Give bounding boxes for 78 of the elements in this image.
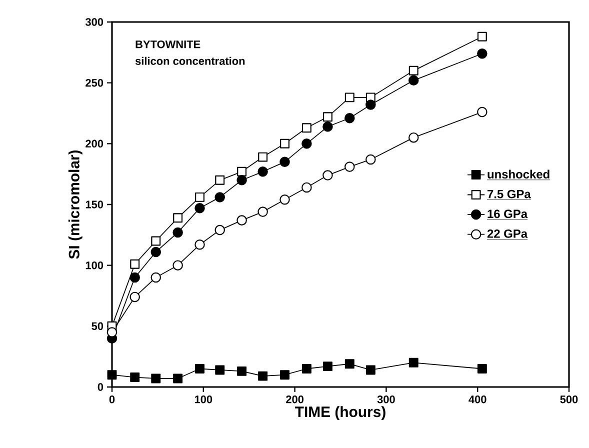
point xyxy=(172,227,183,238)
point xyxy=(322,112,332,122)
point xyxy=(130,272,140,283)
point xyxy=(130,292,140,302)
x-tick-label: 300 xyxy=(377,396,395,404)
point xyxy=(107,370,117,380)
point xyxy=(214,192,225,202)
point xyxy=(477,32,487,42)
y-axis-title: SI (micromolar) xyxy=(68,150,82,259)
point xyxy=(173,213,183,223)
point xyxy=(194,203,205,214)
point xyxy=(280,156,290,168)
point xyxy=(215,365,225,375)
point xyxy=(280,370,290,380)
point xyxy=(106,327,118,338)
legend-label: 16 GPa xyxy=(488,210,528,218)
point xyxy=(408,66,418,76)
point xyxy=(173,374,183,384)
point xyxy=(344,162,355,172)
point xyxy=(408,132,419,143)
legend-label: 22 GPa xyxy=(487,229,528,238)
point xyxy=(366,100,376,110)
point xyxy=(236,215,247,226)
point xyxy=(258,152,268,162)
point xyxy=(172,260,183,270)
point xyxy=(150,246,162,258)
point xyxy=(322,170,333,180)
point xyxy=(130,259,140,269)
point xyxy=(302,138,312,149)
y-tick-label: 50 xyxy=(92,322,104,330)
x-axis-title: TIME (hours) xyxy=(295,406,386,420)
point xyxy=(302,123,312,133)
x-tick-label: 500 xyxy=(560,396,578,404)
annotation: silicon concentration xyxy=(135,56,245,65)
point xyxy=(477,48,488,59)
point xyxy=(237,166,247,176)
point xyxy=(258,166,268,177)
y-tick-label: 150 xyxy=(86,200,104,208)
y-tick-label: 100 xyxy=(86,261,104,270)
point xyxy=(344,112,355,124)
x-tick-label: 200 xyxy=(286,396,304,404)
point xyxy=(302,182,312,193)
point xyxy=(237,366,247,376)
point xyxy=(477,106,488,118)
y-tick-label: 0 xyxy=(98,383,104,391)
point xyxy=(344,359,354,369)
legend-label: 7.5 GPa xyxy=(488,190,531,198)
point xyxy=(408,358,418,368)
point xyxy=(408,75,419,86)
point xyxy=(151,374,161,384)
point xyxy=(302,364,312,374)
point xyxy=(150,272,162,283)
point xyxy=(477,364,487,374)
point xyxy=(280,138,290,148)
point xyxy=(215,175,225,185)
y-tick-label: 200 xyxy=(86,140,104,148)
y-tick-label: 300 xyxy=(85,18,104,26)
point xyxy=(280,194,290,205)
x-tick-label: 100 xyxy=(194,396,212,404)
point xyxy=(195,364,204,374)
point xyxy=(194,240,205,250)
point xyxy=(151,236,161,246)
y-tick-label: 250 xyxy=(86,78,104,87)
point xyxy=(195,192,204,202)
annotation: BYTOWNITE xyxy=(136,40,200,48)
point xyxy=(344,92,354,102)
point xyxy=(322,121,333,132)
point xyxy=(366,365,376,375)
x-tick-label: 0 xyxy=(109,396,115,404)
legend-label: unshocked xyxy=(488,170,550,178)
point xyxy=(322,362,332,372)
point xyxy=(366,154,376,165)
point xyxy=(214,224,225,236)
point xyxy=(130,372,140,382)
point xyxy=(258,206,268,217)
x-tick-label: 400 xyxy=(468,396,486,404)
point xyxy=(236,175,247,186)
point xyxy=(258,371,268,381)
